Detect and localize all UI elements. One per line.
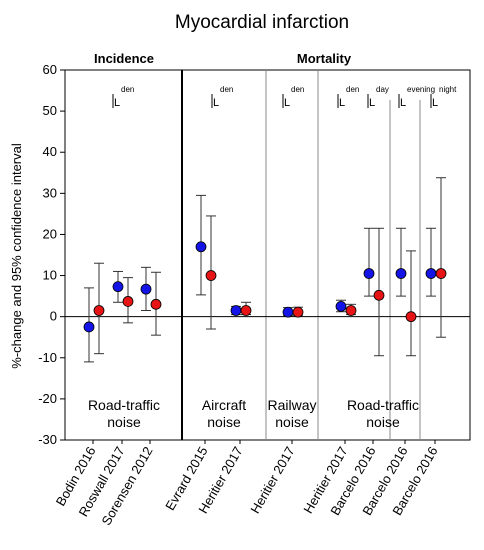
- metric-subscript: den: [291, 85, 304, 94]
- y-tick-label: 20: [43, 226, 57, 241]
- point-red-9: [435, 177, 447, 338]
- point-red-3: [205, 215, 217, 330]
- metric-letter: L: [114, 97, 120, 109]
- y-axis-label: %-change and 95% confidence interval: [9, 143, 24, 369]
- point-marker: [405, 311, 417, 323]
- y-axis-ticks: -30 -20 -10 0 10 20 30 40 50 60: [38, 62, 65, 447]
- metric-subscript: night: [439, 85, 457, 94]
- y-tick-label: 0: [50, 309, 57, 324]
- point-marker: [363, 268, 375, 279]
- point-blue-0: [83, 287, 95, 363]
- point-blue-7: [363, 227, 375, 297]
- data-marks: [83, 177, 447, 363]
- point-blue-4: [230, 305, 242, 316]
- group-label-3-line-1: noise: [366, 414, 400, 430]
- group-label-3-line-0: Road-traffic: [347, 397, 419, 413]
- plot-border: [64, 69, 471, 441]
- metric-subscript: den: [346, 85, 359, 94]
- point-marker: [93, 305, 105, 316]
- point-marker: [335, 300, 347, 312]
- point-marker: [292, 306, 304, 318]
- section-label-incidence: Incidence: [94, 51, 154, 66]
- metric-letter: L: [369, 97, 375, 109]
- metric-subscript: day: [376, 85, 389, 94]
- point-marker: [345, 305, 357, 316]
- metric-letter: L: [213, 97, 219, 109]
- plot-frame: [64, 69, 471, 441]
- metric-letter: L: [339, 97, 345, 109]
- point-marker: [425, 268, 437, 279]
- point-blue-9: [425, 227, 437, 297]
- group-label-1-line-1: noise: [207, 414, 241, 430]
- point-marker: [230, 305, 242, 316]
- metric-subscript: den: [121, 85, 134, 94]
- group-label-0-line-0: Road-traffic: [88, 397, 160, 413]
- y-tick-label: 40: [43, 144, 57, 159]
- point-marker: [205, 270, 217, 281]
- point-blue-5: [282, 306, 294, 318]
- point-marker: [240, 305, 252, 316]
- point-marker: [112, 281, 124, 293]
- point-red-2: [150, 271, 162, 336]
- category-label-5: Heritier 2017: [247, 444, 297, 516]
- metric-subscript: den: [220, 85, 233, 94]
- section-label-mortality: Mortality: [297, 51, 352, 66]
- chart-title: Myocardial infarction: [175, 12, 349, 33]
- group-label-1-line-0: Aircraft: [202, 397, 246, 413]
- point-marker: [395, 268, 407, 279]
- y-tick-label: -30: [38, 432, 57, 447]
- point-marker: [195, 241, 207, 253]
- point-blue-2: [140, 266, 152, 311]
- point-red-8: [405, 250, 417, 357]
- group-labels: Road-trafficnoiseAircraftnoiseRailwaynoi…: [88, 397, 419, 430]
- y-tick-label: 10: [43, 268, 57, 283]
- point-blue-8: [395, 227, 407, 297]
- point-marker: [140, 283, 152, 295]
- point-marker: [122, 296, 134, 307]
- point-marker: [83, 321, 95, 333]
- section-labels: Incidence Mortality: [94, 51, 352, 66]
- point-marker: [373, 289, 385, 301]
- point-marker: [150, 298, 162, 310]
- y-tick-label: 50: [43, 103, 57, 118]
- y-tick-label: 30: [43, 185, 57, 200]
- point-marker: [435, 268, 447, 279]
- point-red-4: [240, 301, 252, 316]
- y-tick-label: -20: [38, 391, 57, 406]
- point-red-0: [93, 262, 105, 355]
- point-blue-6: [335, 299, 347, 313]
- metric-letter: L: [400, 97, 406, 109]
- point-red-5: [292, 306, 304, 318]
- group-label-0-line-1: noise: [107, 414, 141, 430]
- group-label-2-line-1: noise: [275, 414, 309, 430]
- metric-letter: L: [284, 97, 290, 109]
- metric-subscript: evening: [407, 85, 435, 94]
- group-label-2-line-0: Railway: [267, 397, 316, 413]
- metric-letter: L: [432, 97, 438, 109]
- point-blue-1: [112, 270, 124, 303]
- y-tick-label: -10: [38, 350, 57, 365]
- point-red-6: [345, 303, 357, 316]
- point-red-7: [373, 227, 385, 357]
- y-tick-label: 60: [43, 62, 57, 77]
- point-blue-3: [195, 194, 207, 296]
- point-red-1: [122, 277, 134, 324]
- point-marker: [282, 306, 294, 318]
